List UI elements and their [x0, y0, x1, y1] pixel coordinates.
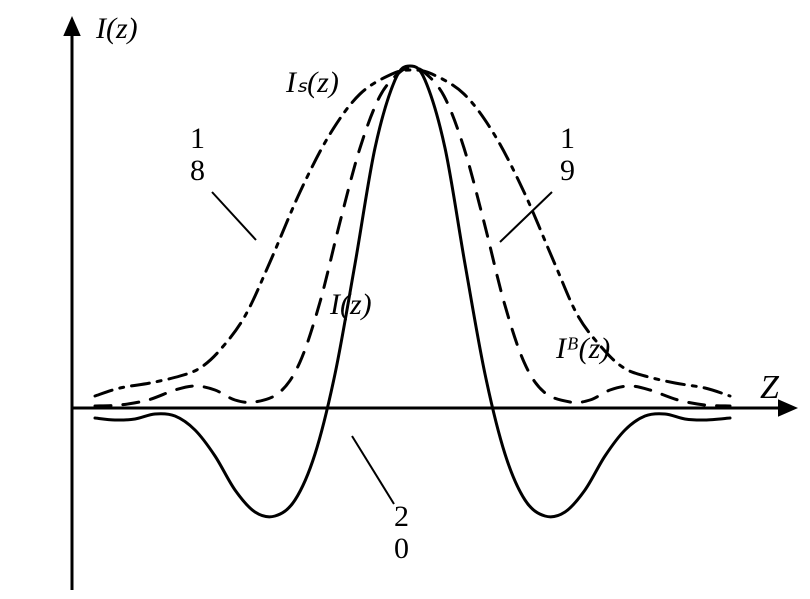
chart-container: I(z)ZIₛ(z)Iᴮ(z)I(z)181920: [0, 0, 810, 599]
label-x_axis: Z: [760, 369, 780, 406]
label-y_axis: I(z): [95, 12, 138, 45]
label-num19_1: 1: [560, 122, 575, 155]
label-Ib: Iᴮ(z): [555, 332, 610, 365]
label-num18_1: 1: [190, 122, 205, 155]
label-num20_0: 0: [394, 532, 409, 565]
label-num18_8: 8: [190, 154, 205, 187]
chart-svg: I(z)ZIₛ(z)Iᴮ(z)I(z)181920: [0, 0, 810, 599]
label-num20_2: 2: [394, 500, 409, 533]
label-Iz: I(z): [329, 288, 372, 321]
label-Is: Iₛ(z): [285, 66, 339, 99]
label-num19_9: 9: [560, 154, 575, 187]
